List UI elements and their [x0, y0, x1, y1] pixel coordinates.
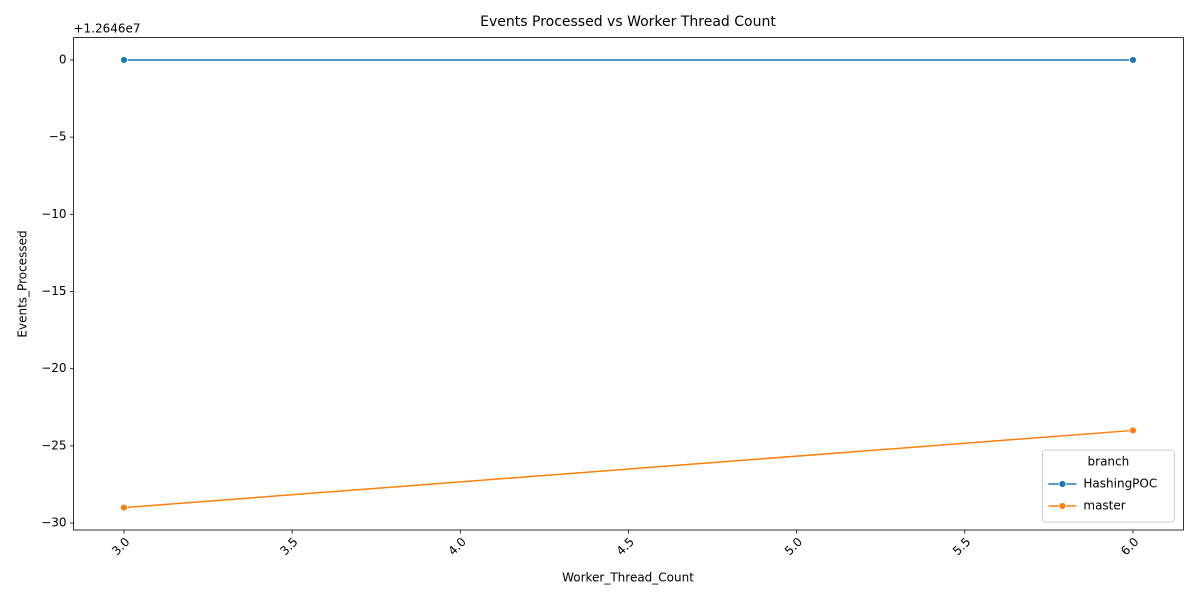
data-point: [1129, 56, 1137, 64]
y-tick-label: −15: [41, 284, 66, 298]
legend-label: master: [1083, 499, 1125, 513]
data-point: [1129, 426, 1137, 435]
x-tick-label: 4.5: [614, 535, 637, 558]
legend-title: branch: [1088, 455, 1130, 469]
x-tick-label: 4.0: [445, 535, 468, 558]
data-point: [120, 503, 128, 512]
y-tick-label: −10: [41, 207, 66, 221]
x-tick-label: 5.5: [950, 535, 973, 558]
y-offset-label: +1.2646e7: [74, 22, 141, 36]
legend: branch HashingPOC master: [1041, 449, 1175, 523]
x-axis-label: Worker_Thread_Count: [562, 571, 694, 585]
legend-box: [1041, 449, 1175, 523]
y-axis-label: Events_Processed: [16, 230, 30, 337]
chart-title: Events Processed vs Worker Thread Count: [480, 14, 776, 30]
y-tick-label: −25: [41, 438, 66, 452]
y-tick-label: 0: [59, 52, 67, 66]
legend-marker: [1058, 480, 1067, 488]
y-tick-label: −20: [41, 361, 66, 375]
legend-label: HashingPOC: [1083, 477, 1157, 491]
y-tick-label: −30: [41, 516, 66, 530]
plot-frame: [73, 37, 1184, 531]
x-tick-label: 3.0: [109, 535, 132, 558]
legend-marker: [1058, 502, 1067, 510]
y-tick-label: −5: [49, 130, 67, 144]
x-tick-label: 5.0: [782, 535, 805, 558]
x-tick-label: 3.5: [277, 535, 300, 558]
data-point: [120, 56, 128, 64]
x-tick-label: 6.0: [1118, 535, 1141, 558]
series-line: [123, 429, 1134, 509]
